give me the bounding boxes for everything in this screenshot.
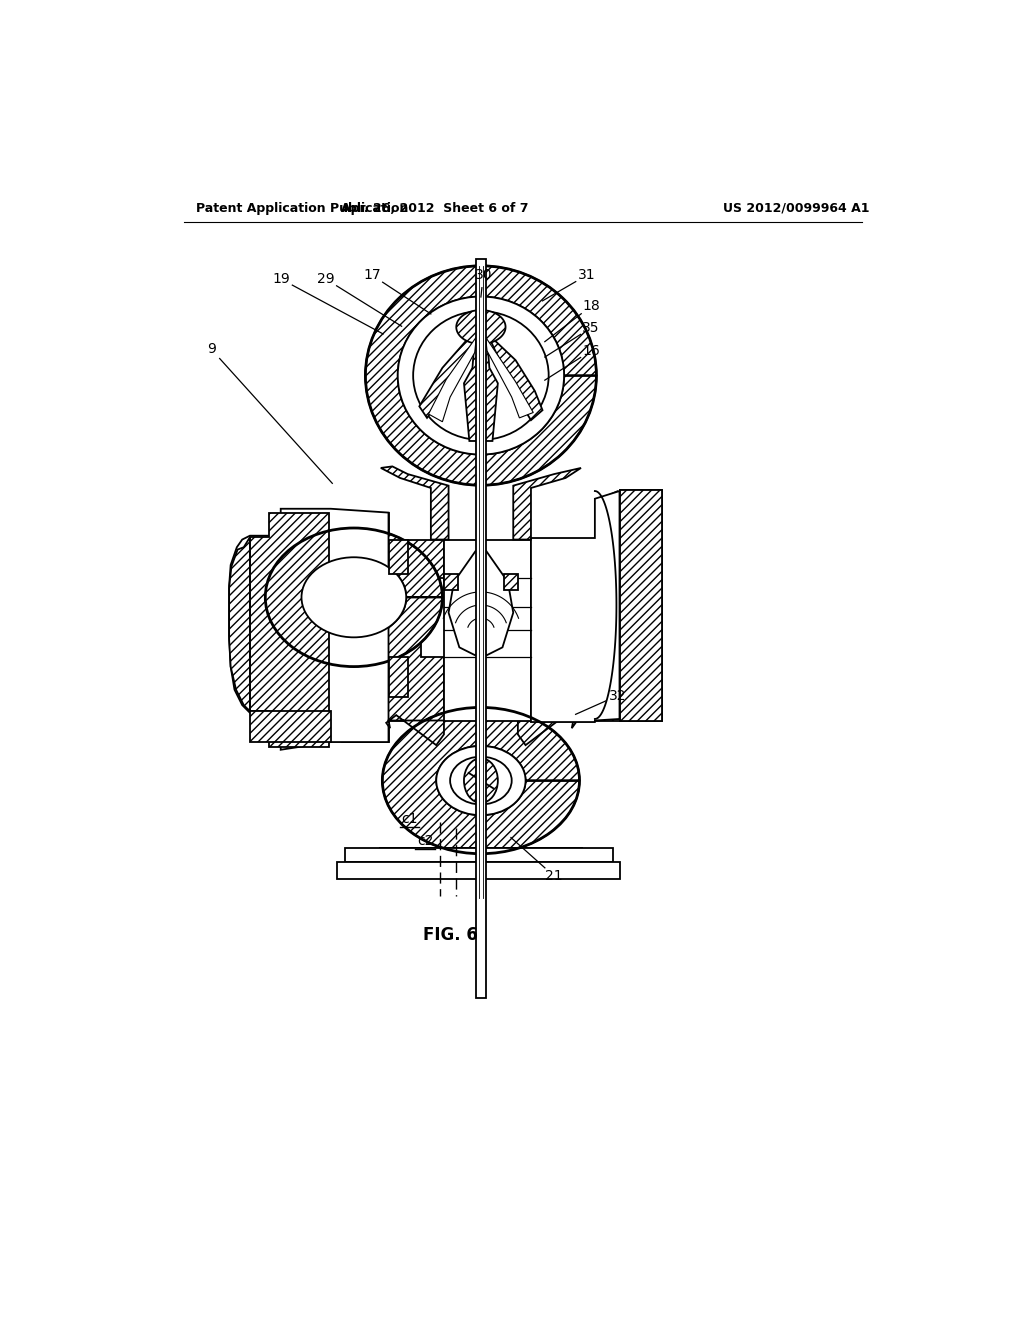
Ellipse shape	[436, 746, 525, 816]
Polygon shape	[381, 466, 449, 540]
Polygon shape	[388, 657, 408, 697]
Bar	[337, 862, 621, 879]
Polygon shape	[419, 333, 477, 418]
Polygon shape	[386, 715, 444, 744]
Text: 31: 31	[578, 268, 595, 282]
Text: FIG. 6: FIG. 6	[423, 925, 477, 944]
Text: c2: c2	[417, 834, 433, 849]
Text: US 2012/0099964 A1: US 2012/0099964 A1	[724, 202, 870, 215]
Ellipse shape	[301, 557, 407, 638]
Polygon shape	[449, 552, 513, 655]
Polygon shape	[531, 491, 617, 721]
Text: 17: 17	[364, 268, 381, 282]
Text: 21: 21	[545, 869, 563, 883]
Polygon shape	[229, 508, 388, 750]
Polygon shape	[531, 491, 620, 722]
Polygon shape	[513, 469, 581, 540]
Text: 35: 35	[583, 321, 600, 335]
Polygon shape	[382, 708, 580, 854]
Polygon shape	[485, 337, 534, 418]
Text: c1: c1	[401, 812, 418, 826]
Polygon shape	[366, 265, 596, 486]
Ellipse shape	[397, 297, 564, 454]
Polygon shape	[388, 540, 408, 574]
Polygon shape	[444, 574, 458, 590]
Polygon shape	[265, 528, 442, 667]
Bar	[345, 849, 612, 862]
Polygon shape	[518, 715, 575, 744]
Text: 18: 18	[583, 300, 600, 313]
Polygon shape	[342, 512, 444, 742]
Polygon shape	[429, 337, 476, 422]
Text: Patent Application Publication: Patent Application Publication	[196, 202, 409, 215]
Polygon shape	[487, 333, 543, 420]
Polygon shape	[464, 330, 498, 441]
Polygon shape	[229, 537, 250, 711]
Text: 9: 9	[207, 342, 216, 356]
Bar	[444, 540, 531, 721]
Text: 29: 29	[317, 272, 335, 286]
Polygon shape	[457, 310, 506, 345]
Text: 16: 16	[583, 345, 600, 358]
Polygon shape	[620, 490, 662, 721]
Text: 30: 30	[474, 268, 492, 282]
Text: Apr. 26, 2012  Sheet 6 of 7: Apr. 26, 2012 Sheet 6 of 7	[341, 202, 528, 215]
Text: 19: 19	[272, 272, 291, 286]
Polygon shape	[531, 490, 662, 721]
Polygon shape	[250, 711, 331, 742]
Polygon shape	[250, 512, 330, 747]
Bar	[475, 259, 486, 998]
Text: 32: 32	[608, 689, 626, 702]
Polygon shape	[504, 574, 518, 590]
